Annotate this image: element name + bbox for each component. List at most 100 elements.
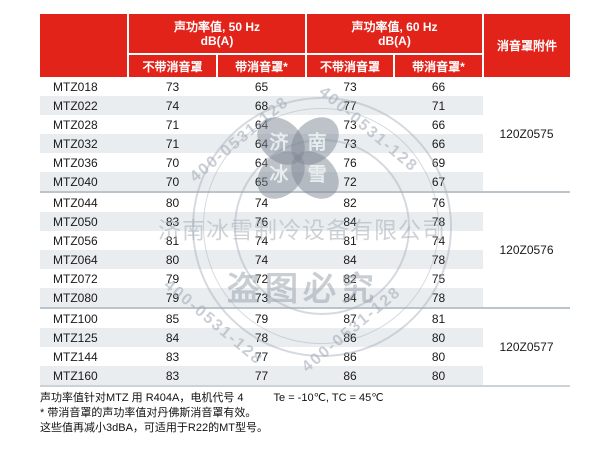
value-cell: 83 [165, 349, 180, 364]
value-cell: 82 [343, 271, 357, 286]
value-cell: 75 [431, 271, 446, 286]
table-row: MTZ056 81 74 81 74 [40, 231, 570, 250]
value-cell: 73 [343, 79, 357, 94]
subheader-60hz-with: 带消音罩* [394, 54, 484, 77]
table-row: MTZ064 80 74 84 78 [40, 250, 570, 269]
value-cell: 78 [394, 250, 483, 269]
model-cell: MTZ032 [40, 134, 128, 153]
table-row: MTZ080 79 73 84 78 [40, 288, 570, 308]
value-cell: 73 [165, 79, 180, 94]
sound-power-table: 声功率值, 50 Hz dB(A) 声功率值, 60 Hz dB(A) 消音罩附… [40, 14, 570, 387]
value-cell: 64 [254, 117, 269, 132]
table-header: 声功率值, 50 Hz dB(A) 声功率值, 60 Hz dB(A) 消音罩附… [40, 14, 570, 77]
value-cell: 74 [128, 96, 217, 115]
model-cell: MTZ028 [53, 117, 98, 132]
table-group-1: MTZ018 73 65 73 66 120Z0575 MTZ022 74 68… [40, 77, 570, 192]
value-cell: 73 [217, 288, 306, 308]
value-cell: 70 [165, 155, 180, 170]
model-cell: MTZ064 [40, 250, 128, 269]
value-cell: 84 [306, 250, 394, 269]
model-cell: MTZ056 [53, 233, 98, 248]
value-cell: 77 [254, 349, 269, 364]
footnote-conditions: 声功率值针对MTZ 用 R404A，电机代号 4 [40, 392, 244, 404]
footnote-line-1: 声功率值针对MTZ 用 R404A，电机代号 4 Te = -10℃, TC = … [40, 391, 384, 406]
group-title-60hz: 声功率值, 60 Hz [351, 19, 438, 34]
accessory-column-header: 消音罩附件 [482, 14, 570, 77]
value-cell: 74 [254, 233, 269, 248]
accessory-cell: 120Z0577 [483, 308, 570, 386]
group-header-50hz: 声功率值, 50 Hz dB(A) [128, 14, 307, 55]
table-group-3: MTZ100 85 79 87 81 120Z0577 MTZ125 84 78… [40, 308, 570, 386]
value-cell: 71 [128, 134, 217, 153]
value-cell: 79 [254, 311, 269, 326]
value-cell: 80 [394, 366, 483, 386]
model-cell: MTZ125 [40, 328, 128, 347]
table-row: MTZ100 85 79 87 81 120Z0577 [40, 308, 570, 386]
value-cell: 76 [343, 155, 357, 170]
group-title-50hz: 声功率值, 50 Hz [173, 19, 261, 34]
value-cell: 78 [394, 212, 483, 231]
value-cell: 71 [394, 96, 483, 115]
value-cell: 80 [128, 250, 217, 269]
accessory-cell: 120Z0576 [483, 192, 570, 308]
value-cell: 68 [217, 96, 306, 115]
value-cell: 84 [306, 212, 394, 231]
table-row: MTZ022 74 68 77 71 [40, 96, 570, 115]
value-cell: 83 [128, 212, 217, 231]
group-header-60hz: 声功率值, 60 Hz dB(A) [306, 14, 484, 55]
model-cell: MTZ050 [40, 212, 128, 231]
model-cell: MTZ036 [53, 155, 98, 170]
footnote-line-2: * 带消音罩的声功率值对丹佛斯消音罩有效。 [40, 407, 257, 419]
table-row: MTZ072 79 72 82 75 [40, 269, 570, 288]
value-cell: 81 [343, 233, 357, 248]
value-cell: 84 [128, 328, 217, 347]
value-cell: 73 [343, 117, 357, 132]
table-row: MTZ160 83 77 86 80 [40, 366, 570, 386]
value-cell: 64 [217, 134, 306, 153]
value-cell: 66 [431, 79, 446, 94]
subheader-50hz-with: 带消音罩* [217, 54, 307, 77]
model-cell: MTZ044 [53, 195, 98, 210]
value-cell: 77 [217, 366, 306, 386]
value-cell: 86 [306, 328, 394, 347]
value-cell: 81 [431, 311, 446, 326]
group-unit-50hz: dB(A) [200, 33, 234, 48]
footnotes: 声功率值针对MTZ 用 R404A，电机代号 4 Te = -10℃, TC = … [40, 391, 384, 436]
table-row: MTZ044 80 74 82 76 120Z0576 [40, 192, 570, 308]
value-cell: 77 [306, 96, 394, 115]
value-cell: 80 [165, 195, 180, 210]
value-cell: 86 [306, 366, 394, 386]
accessory-cell: 120Z0575 [483, 77, 570, 192]
value-cell: 87 [343, 311, 357, 326]
value-cell: 78 [217, 328, 306, 347]
table-row: MTZ050 83 76 84 78 [40, 212, 570, 231]
value-cell: 70 [128, 172, 217, 192]
model-cell: MTZ080 [40, 288, 128, 308]
model-cell: MTZ072 [53, 271, 98, 286]
value-cell: 66 [431, 117, 446, 132]
model-cell: MTZ018 [53, 79, 98, 94]
value-cell: 67 [394, 172, 483, 192]
value-cell: 74 [431, 233, 446, 248]
value-cell: 76 [431, 195, 446, 210]
model-cell: MTZ160 [40, 366, 128, 386]
subheader-60hz-without: 不带消音罩 [306, 54, 395, 77]
model-column-header [40, 14, 129, 77]
model-cell: MTZ100 [53, 311, 98, 326]
table-row: MTZ018 73 65 73 66 120Z0575 [40, 77, 570, 192]
value-cell: 80 [431, 349, 446, 364]
model-cell: MTZ022 [40, 96, 128, 115]
footnote-temperatures: Te = -10℃, TC = 45℃ [273, 392, 384, 404]
model-cell: MTZ040 [40, 172, 128, 192]
value-cell: 84 [306, 288, 394, 308]
value-cell: 82 [343, 195, 357, 210]
value-cell: 86 [343, 349, 357, 364]
value-cell: 72 [306, 172, 394, 192]
footnote-line-3: 这些值再减小3dBA，可适用于R22的MT型号。 [40, 422, 268, 434]
value-cell: 78 [394, 288, 483, 308]
value-cell: 80 [394, 328, 483, 347]
value-cell: 74 [254, 195, 269, 210]
value-cell: 66 [394, 134, 483, 153]
value-cell: 83 [128, 366, 217, 386]
value-cell: 79 [165, 271, 180, 286]
